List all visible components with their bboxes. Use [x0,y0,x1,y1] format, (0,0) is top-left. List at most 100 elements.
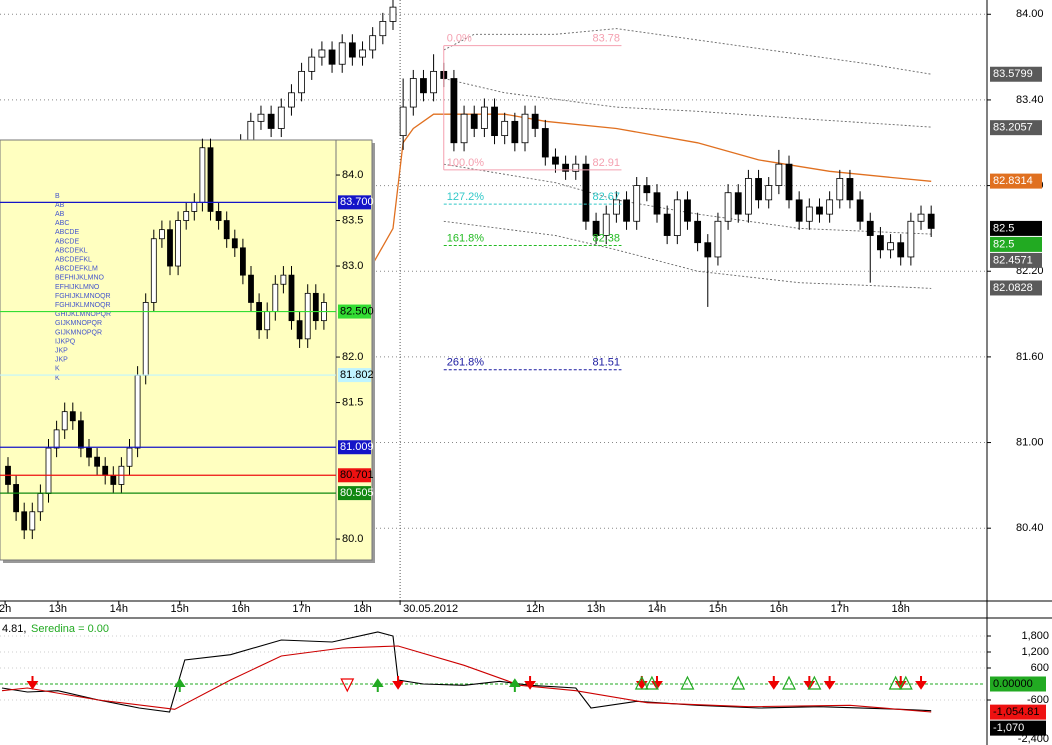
fib-label: 0.0% [447,33,472,45]
candle-body [572,163,580,172]
candle-body [348,42,356,58]
profile-letters: GHIJKLMNOPQR [55,311,111,318]
value-box-label: -1,070 [993,722,1024,734]
candle-body [491,106,498,137]
profile-letters: AB [55,211,65,218]
price-box [990,173,1042,189]
candle-body [775,163,783,186]
level-label: 80.701 [340,469,374,481]
sell-arrow [915,676,927,690]
candle-body [158,229,165,240]
indicator-line [1,645,932,713]
candle-body [684,199,691,222]
candle-body [612,199,620,215]
candle-body [420,78,427,94]
price-box-label: 82.4571 [993,254,1033,266]
y-tick-label: 81.60 [1016,351,1044,363]
buy-triangle [634,675,649,690]
buy-triangle [807,675,822,690]
candle-body [272,283,279,312]
candle-body [653,192,661,215]
candle-body [887,242,894,251]
profile-letters: ABCDE [55,238,79,245]
candle-body [318,49,326,58]
candle-body [312,292,319,322]
profile-window: 84.0 83.5 83.0 82.0 81.5 80.0 B AB AB ABC ABCDE ABC… [0,138,375,563]
candle-body [223,220,230,240]
candle-body [13,484,20,513]
profile-letters: ABCDEFKL [55,257,92,264]
candle-body [897,242,905,258]
profile-letters: K [55,366,60,373]
candle-body [846,178,854,201]
candle-body [86,447,92,458]
indicator-panel: 4.81, Seredina = 0.00 1,800 1,200 600 -600 -2,… [0,623,1049,745]
profile-letters: FGHIJKLMNOQR [55,293,111,300]
price-box-label: 82.0828 [993,282,1033,294]
candle-body [110,474,117,485]
candle-body [167,229,173,267]
profile-letters: JKP [55,348,68,355]
candle-body [633,185,641,222]
candle-body [562,163,570,172]
price-box-label: 82.8314 [993,175,1033,187]
band-line [443,28,932,75]
candle-body [673,199,681,236]
candle-body [134,374,141,449]
buy-arrow [508,678,521,692]
candle-body [78,420,84,449]
candle-body [704,242,712,258]
candle-body [480,106,488,129]
level-label: 80.505 [340,487,374,499]
candle-body [199,147,206,203]
sell-arrow [651,676,663,690]
sell-arrow [392,676,404,690]
profile-letters: IJKPQ [55,338,76,345]
y-tick-label: 82.20 [1016,265,1044,277]
candle-body [338,42,346,65]
candle-body [379,21,387,37]
candle-body [816,206,823,215]
x-tick-label: 12h [526,603,544,615]
y-tick-label: 83.5 [342,214,363,226]
candle-body [511,120,519,144]
profile-letters: GIJKMNOPQR [55,320,102,327]
band-line [443,220,932,289]
profile-letters: GIJKMNOPQR [55,329,102,336]
fib-label: 161.8% [447,232,485,244]
candle-body [541,128,549,158]
candle-body [183,211,190,221]
level-label: 83.700 [340,196,374,208]
candle-body [53,429,60,449]
profile-letters: K [55,375,60,382]
candle-body [805,206,813,222]
profile-letters: BEFHIJKLMNO [55,275,105,282]
profile-letters: ABC [55,220,69,227]
buy-triangle [782,675,796,690]
y-tick-label: 81.5 [342,396,363,408]
candle-body [389,6,397,22]
profile-letters: FGHIJKLMNOQR [55,302,111,309]
candle-body [602,213,610,236]
x-tick-label: 16h [231,603,249,615]
y-tick-label: 84.0 [342,169,363,181]
candle-body [328,49,336,65]
candle-body [866,220,874,236]
fib-label: 261.8% [447,357,485,369]
y-tick-label: 83.0 [342,260,363,272]
candle-body [521,113,529,144]
x-tick-label: 13h [49,603,67,615]
price-box [990,66,1042,82]
candle-body [623,199,630,222]
profile-letters: JKP [55,357,68,364]
buy-triangle [731,675,746,690]
candle-body [369,35,377,51]
y-tick-label: 80.0 [342,533,363,545]
candle-body [714,220,722,258]
x-tick-label: 16h [770,603,788,615]
candle-body [724,192,732,222]
candle-body [69,411,76,422]
level-label: 82.500 [340,305,374,317]
